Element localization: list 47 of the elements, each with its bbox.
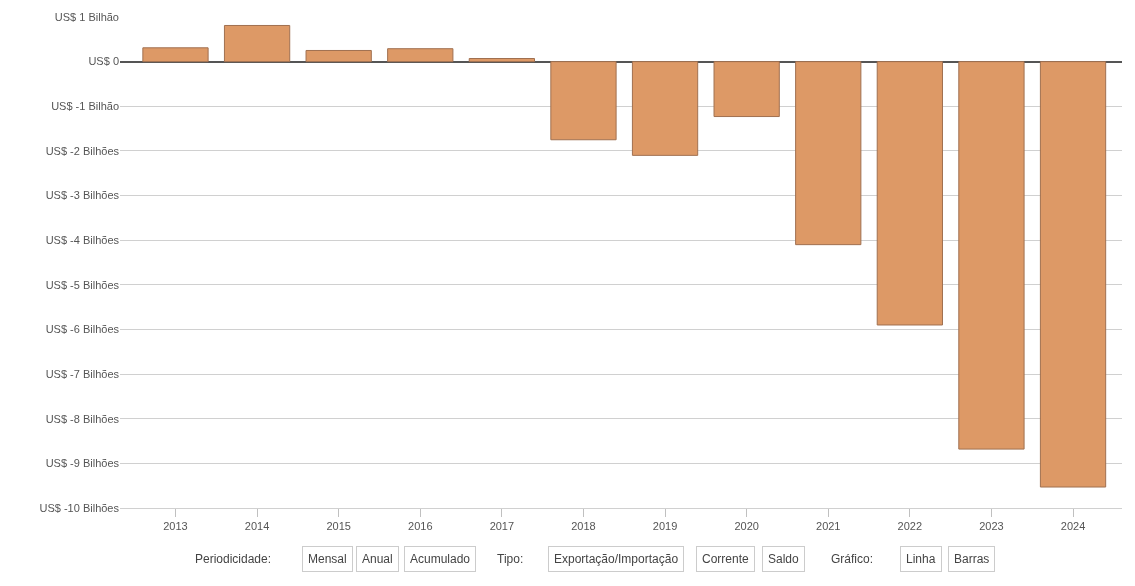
y-tick-label: US$ -4 Bilhões — [45, 234, 120, 247]
x-tick-label: 2024 — [1060, 520, 1086, 533]
bar — [713, 61, 780, 118]
bar — [387, 48, 454, 63]
text: Gráfico: — [831, 552, 874, 566]
bar — [631, 61, 699, 156]
bar — [1039, 61, 1107, 488]
y-tick-label: US$ -3 Bilhões — [45, 189, 120, 202]
y-tick-label: US$ 0 — [88, 55, 119, 68]
x-tick-label: 2013 — [163, 520, 188, 533]
bar — [795, 61, 862, 246]
bar — [958, 61, 1025, 450]
y-tick-label: US$ -7 Bilhões — [45, 367, 120, 380]
bar — [550, 61, 617, 141]
bar — [876, 61, 943, 326]
x-tick-label: 2019 — [652, 520, 678, 533]
x-tick-label: 2020 — [734, 520, 759, 533]
y-tick-label: US$ -10 Bilhões — [39, 501, 120, 514]
y-tick-label: US$ -9 Bilhões — [45, 457, 120, 470]
x-tick-label: 2023 — [979, 520, 1004, 533]
text: Tipo: — [497, 552, 524, 566]
x-tick-label: 2022 — [897, 520, 923, 533]
y-tick-label: US$ -1 Bilhão — [51, 100, 119, 113]
text: Saldo — [768, 552, 800, 566]
y-tick-label: US$ -6 Bilhões — [45, 323, 120, 336]
bar — [142, 47, 209, 63]
bar — [305, 49, 372, 63]
text: Periodicidade: — [195, 552, 272, 566]
text: Exportação/Importação — [554, 552, 679, 566]
bar — [468, 58, 536, 63]
x-tick-label: 2021 — [816, 520, 841, 533]
text: Linha — [906, 552, 936, 566]
text: Mensal — [308, 552, 347, 566]
x-tick-label: 2015 — [326, 520, 351, 533]
y-tick-label: US$ 1 Bilhão — [54, 10, 119, 23]
x-tick-label: 2018 — [571, 520, 596, 533]
x-tick-label: 2014 — [244, 520, 270, 533]
y-tick-label: US$ -8 Bilhões — [45, 412, 120, 425]
text: Corrente — [702, 552, 750, 566]
x-tick-label: 2016 — [408, 520, 433, 533]
text: Barras — [954, 552, 990, 566]
y-tick-label: US$ -2 Bilhões — [45, 144, 120, 157]
y-tick-label: US$ -5 Bilhões — [45, 278, 120, 291]
bar — [223, 24, 291, 63]
text: Anual — [362, 552, 393, 566]
x-tick-label: 2017 — [489, 520, 515, 533]
text: Acumulado — [410, 552, 471, 566]
